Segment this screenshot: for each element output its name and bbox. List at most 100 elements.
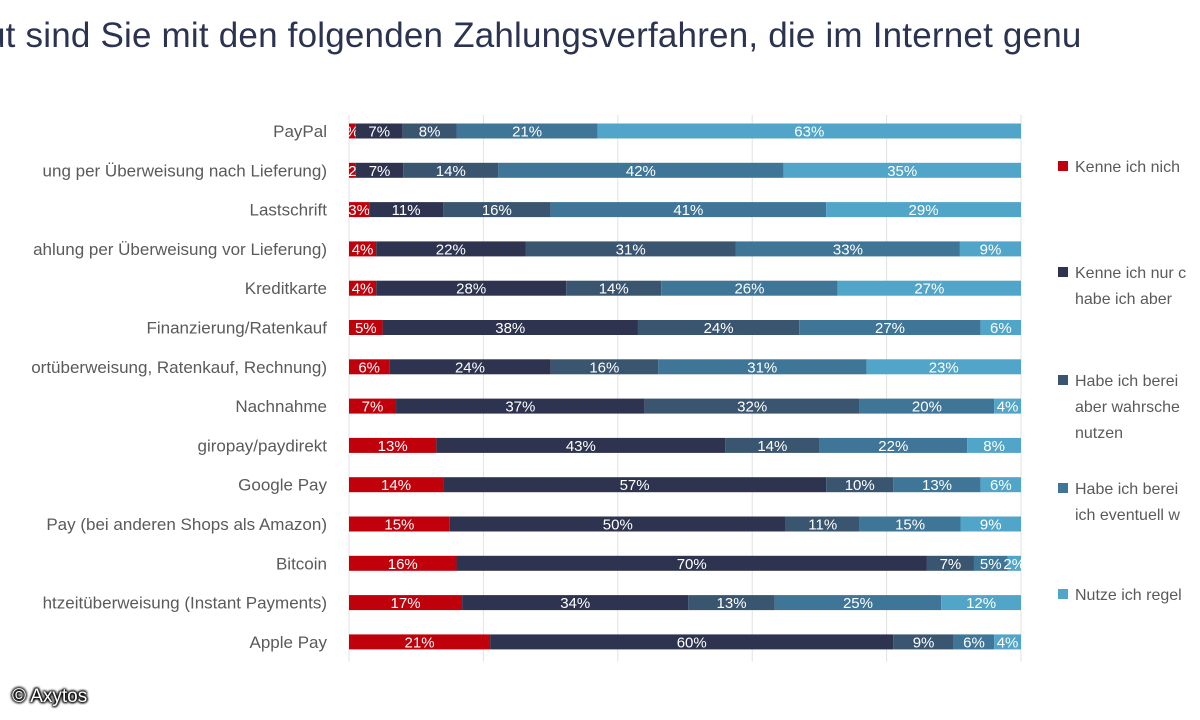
bar-segment — [402, 123, 457, 139]
bar-segment — [403, 162, 499, 178]
bar-segment — [959, 241, 1021, 257]
bar-segment — [349, 398, 397, 414]
bar-segment — [566, 280, 662, 296]
bar-segment — [355, 123, 403, 139]
bar-segment — [837, 280, 1021, 296]
bar-segment — [376, 280, 567, 296]
copyright-watermark: © Axytos — [12, 686, 88, 707]
data-label: 14% — [436, 163, 466, 180]
data-label: 6% — [963, 634, 985, 651]
data-label: 8% — [983, 438, 1005, 455]
data-label: 9% — [980, 517, 1002, 534]
bar-segment — [349, 241, 377, 257]
data-label: 57% — [620, 477, 650, 494]
data-label: 33% — [833, 241, 863, 258]
data-label: 26% — [734, 281, 764, 298]
data-label: 2% — [1003, 556, 1025, 573]
bar-segment — [941, 595, 1021, 611]
data-label: 27% — [875, 320, 905, 337]
data-label: 16% — [589, 359, 619, 376]
legend-swatch — [1058, 161, 1068, 171]
bar-segment — [926, 555, 974, 571]
bar-segment — [859, 398, 995, 414]
data-label: 16% — [482, 202, 512, 219]
data-label: 34% — [560, 595, 590, 612]
category-label: ung per Überweisung nach Lieferung) — [43, 161, 327, 180]
bar-segment — [725, 437, 820, 453]
legend-label: Kenne ich nich — [1075, 159, 1180, 176]
legend-label: Nutze ich regel — [1075, 587, 1182, 604]
bar-segment — [859, 516, 961, 532]
bar-segment — [953, 634, 995, 650]
data-label: 6% — [990, 477, 1012, 494]
data-label: 13% — [378, 438, 408, 455]
data-label: 14% — [381, 477, 411, 494]
bar-segment — [785, 516, 860, 532]
data-label: 11% — [392, 202, 421, 219]
legend-label: Kenne ich nur c — [1075, 265, 1186, 282]
data-label: 2 — [348, 163, 356, 180]
legend-label: aber wahrsche — [1075, 399, 1180, 416]
legend-swatch — [1058, 375, 1068, 385]
bar-segment — [783, 162, 1021, 178]
category-labels: PayPal ung per Überweisung nach Lieferung… — [31, 122, 327, 652]
data-label: 32% — [737, 399, 767, 416]
bar-segment — [1007, 555, 1021, 571]
data-label: 41% — [673, 202, 703, 219]
bar-segment — [349, 162, 356, 178]
bar-segment — [960, 516, 1021, 532]
data-label: 4% — [997, 399, 1019, 416]
bar-segment — [826, 202, 1021, 218]
category-label: ahlung per Überweisung vor Lieferung) — [33, 240, 327, 259]
bar-segment — [644, 398, 860, 414]
bar-segment — [349, 595, 463, 611]
legend-swatch — [1058, 483, 1068, 493]
data-label: 13% — [922, 477, 952, 494]
category-label: giropay/paydirekt — [198, 436, 328, 455]
data-label: 31% — [747, 359, 777, 376]
data-label: 14% — [757, 438, 787, 455]
data-label: 4% — [352, 241, 374, 258]
bar-segment — [376, 241, 526, 257]
bar-segment — [661, 280, 838, 296]
bar-segment — [735, 241, 960, 257]
category-label: Kreditkarte — [245, 279, 327, 298]
data-label: 7% — [362, 399, 384, 416]
category-label: Apple Pay — [250, 633, 328, 652]
bar-segment — [866, 359, 1021, 375]
bar-segment — [490, 634, 894, 650]
bar-segment — [349, 516, 450, 532]
category-label: htzeitüberweisung (Instant Payments) — [43, 594, 327, 613]
bar-segment — [658, 359, 867, 375]
bar-segment — [597, 123, 1021, 139]
data-label: 60% — [677, 634, 707, 651]
bar-segment — [369, 202, 444, 218]
bar-segment — [443, 202, 551, 218]
data-label: 37% — [505, 399, 535, 416]
bar-segment — [349, 202, 370, 218]
data-label: 31% — [616, 241, 646, 258]
bar-segment — [349, 280, 377, 296]
data-label: 50% — [603, 517, 633, 534]
data-label: 5% — [355, 320, 377, 337]
data-label: 15% — [895, 517, 925, 534]
data-label: 15% — [384, 517, 414, 534]
data-label: 3% — [348, 202, 370, 219]
bar-segment — [349, 437, 437, 453]
category-label: Nachnahme — [235, 397, 327, 416]
legend-label: ich eventuell w — [1075, 507, 1180, 524]
bar-segment — [396, 398, 645, 414]
bar-segment — [994, 634, 1021, 650]
bar-segment — [349, 477, 444, 493]
legend-label: habe ich aber — [1075, 291, 1173, 308]
category-label: ortüberweisung, Ratenkauf, Rechnung) — [31, 358, 327, 377]
data-label: 70% — [677, 556, 707, 573]
data-label: 9% — [913, 634, 935, 651]
data-label: 22% — [878, 438, 908, 455]
data-label: 23% — [929, 359, 959, 376]
bar-segment — [550, 359, 659, 375]
bar-segment — [550, 202, 827, 218]
data-label: 21% — [512, 124, 542, 141]
legend-swatch — [1058, 589, 1068, 599]
